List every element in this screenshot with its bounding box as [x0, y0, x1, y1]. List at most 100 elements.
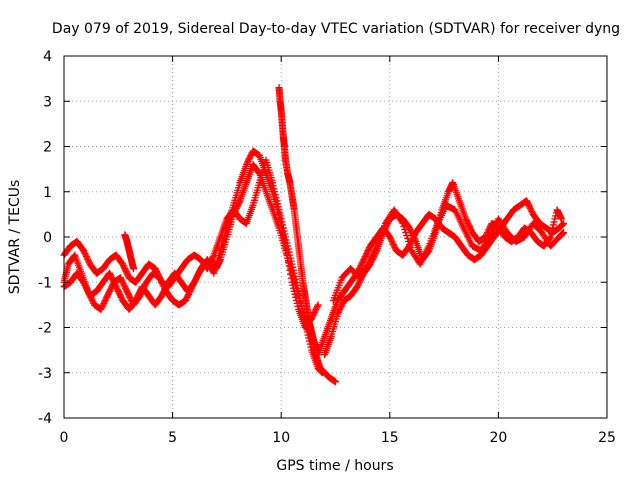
data-point-marker	[547, 230, 555, 238]
data-point-marker	[279, 231, 287, 239]
data-point-marker	[391, 244, 399, 252]
data-point-marker	[135, 289, 143, 297]
data-point-marker	[106, 271, 114, 279]
data-point-marker	[209, 253, 217, 261]
y-tick-label: -3	[38, 366, 52, 382]
data-point-marker	[124, 290, 132, 298]
data-point-marker	[117, 275, 125, 283]
data-point-marker	[389, 241, 397, 249]
data-point-marker	[121, 283, 129, 291]
data-point-marker	[111, 281, 119, 289]
data-point-marker	[153, 269, 161, 277]
data-point-marker	[361, 253, 369, 261]
y-tick-label: -1	[38, 275, 52, 291]
data-point-marker	[289, 281, 297, 289]
data-point-marker	[204, 257, 212, 265]
data-point-marker	[283, 250, 291, 258]
x-tick-label: 15	[381, 430, 399, 446]
data-point-marker	[356, 263, 364, 271]
data-point-marker	[409, 231, 417, 239]
data-point-marker	[400, 222, 408, 230]
data-point-marker	[524, 200, 532, 208]
data-point-marker	[106, 287, 114, 295]
x-tick-label: 0	[60, 430, 69, 446]
data-points	[60, 84, 568, 386]
data-point-marker	[80, 280, 88, 288]
data-point-marker	[89, 298, 97, 306]
data-point-marker	[81, 250, 89, 258]
data-point-marker	[205, 259, 213, 267]
data-point-marker	[528, 207, 536, 215]
data-point-marker	[247, 152, 255, 160]
data-point-marker	[135, 290, 143, 298]
data-point-marker	[318, 369, 326, 377]
data-point-marker	[281, 239, 289, 247]
data-point-marker	[403, 231, 411, 239]
data-point-marker	[466, 224, 474, 232]
data-point-marker	[134, 292, 142, 300]
data-point-marker	[290, 269, 298, 277]
data-point-marker	[363, 250, 371, 258]
data-point-marker	[97, 305, 105, 313]
data-point-marker	[290, 284, 298, 292]
data-point-marker	[203, 256, 211, 264]
data-point-marker	[84, 256, 92, 264]
data-point-marker	[387, 236, 395, 244]
data-point-marker	[401, 225, 409, 233]
data-point-marker	[109, 277, 117, 285]
data-point-marker	[357, 262, 365, 270]
data-point-marker	[154, 271, 162, 279]
data-point-marker	[526, 203, 534, 211]
data-point-marker	[158, 290, 166, 298]
data-point-marker	[107, 272, 115, 280]
data-point-marker	[399, 219, 407, 227]
data-point-marker	[387, 235, 395, 243]
data-point-marker	[337, 302, 345, 310]
plot-frame	[63, 55, 608, 419]
data-point-marker	[463, 216, 471, 224]
data-point-marker	[465, 221, 473, 229]
data-point-marker	[109, 275, 117, 283]
data-point-marker	[101, 296, 109, 304]
data-point-marker	[525, 201, 533, 209]
data-point-marker	[410, 235, 418, 243]
x-tick-label: 25	[598, 430, 616, 446]
data-point-marker	[83, 254, 91, 262]
data-point-marker	[314, 301, 322, 309]
data-point-marker	[390, 242, 398, 250]
data-point-marker	[285, 262, 293, 270]
data-point-marker	[99, 301, 107, 309]
data-point-marker	[124, 271, 132, 279]
data-point-marker	[207, 263, 215, 271]
data-point-marker	[288, 278, 296, 286]
data-point-marker	[118, 277, 126, 285]
data-point-marker	[358, 260, 366, 268]
data-point-marker	[122, 284, 130, 292]
data-point-marker	[360, 254, 368, 262]
data-point-marker	[311, 307, 319, 315]
data-point-marker	[287, 270, 295, 278]
data-point-marker	[195, 268, 203, 276]
data-point-marker	[117, 293, 125, 301]
data-point-marker	[293, 299, 301, 307]
data-point-marker	[119, 280, 127, 288]
data-point-marker	[243, 159, 251, 167]
data-point-marker	[282, 242, 290, 250]
data-point-marker	[106, 269, 114, 277]
data-point-marker	[275, 210, 283, 218]
y-tick-label: -4	[38, 411, 52, 427]
data-point-marker	[123, 287, 131, 295]
y-tick-label: -2	[38, 321, 52, 337]
data-point-marker	[209, 268, 217, 276]
data-point-marker	[405, 224, 413, 232]
axes: 0 5 10 15 20 25 -4 -3 -2 -1 0 1 2 3 4	[38, 49, 616, 446]
data-point-marker	[80, 247, 88, 255]
data-point-marker	[103, 293, 111, 301]
data-point-marker	[411, 236, 419, 244]
data-point-marker	[386, 233, 394, 241]
data-point-marker	[234, 200, 242, 208]
series-track-b	[60, 156, 326, 377]
data-point-marker	[463, 218, 471, 226]
data-point-marker	[284, 254, 292, 262]
data-point-marker	[551, 215, 559, 223]
